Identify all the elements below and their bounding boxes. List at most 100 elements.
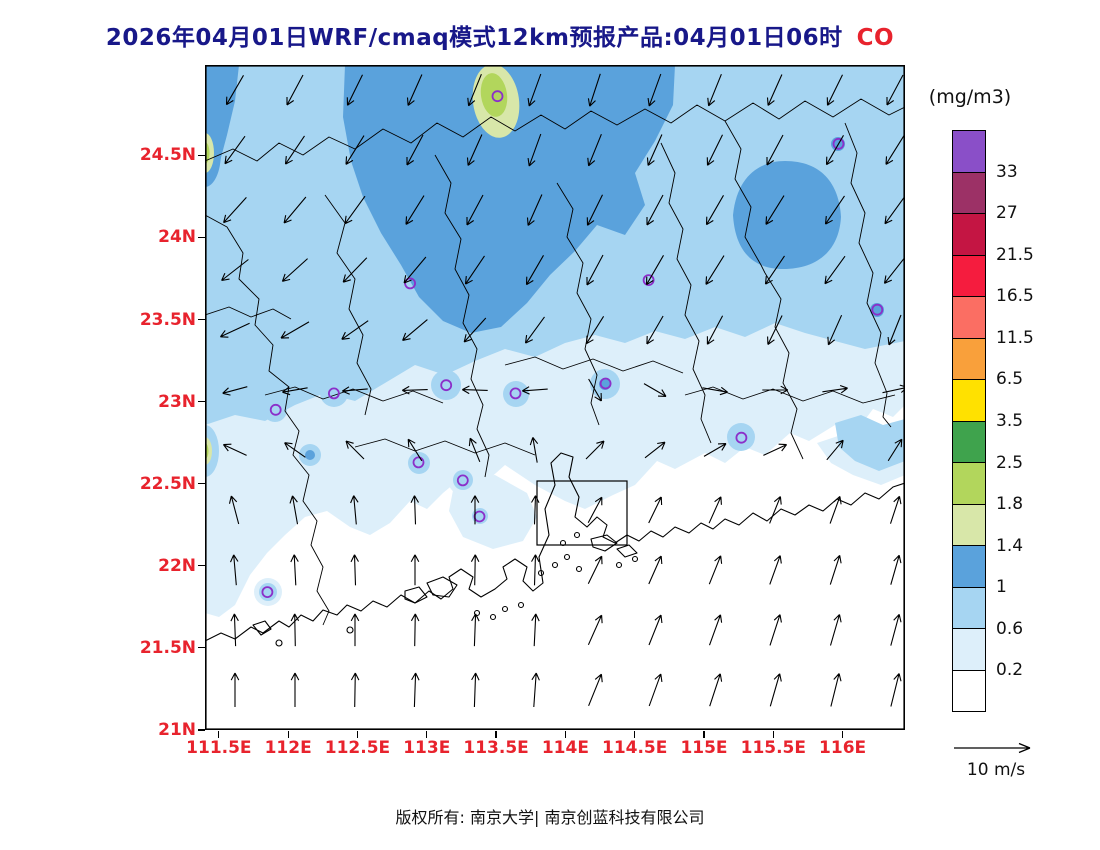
colorbar-level-label: 27 — [996, 203, 1018, 224]
coastline-shape — [551, 561, 559, 569]
co-fill-0p2-0p6-shape — [449, 475, 537, 549]
colorbar-level-label: 33 — [996, 161, 1018, 182]
wind-arrow-glyphs — [219, 73, 908, 768]
colorbar-segment — [952, 337, 986, 379]
co-fill-1-1p4-shape — [305, 450, 315, 460]
co-fill-1-1p4-shape — [733, 161, 841, 269]
colorbar-level-label: 6.5 — [996, 369, 1024, 390]
coastline-shape — [631, 555, 639, 563]
copyright-footer: 版权所有: 南京大学| 南京创蓝科技有限公司 — [395, 808, 705, 827]
city-marker — [404, 277, 417, 290]
coastline-shape — [501, 605, 509, 613]
co-fill-1p8-2p5-shape — [480, 73, 508, 117]
colorbar-segment — [952, 545, 986, 587]
lat-tick-label: 23N — [158, 391, 196, 412]
province-boundaries-shape — [204, 98, 906, 162]
city-marker — [491, 90, 504, 103]
colorbar — [952, 130, 986, 712]
lat-tick-label: 24.5N — [139, 145, 196, 166]
lon-tick-mark — [772, 731, 774, 738]
coastline-shape — [517, 601, 525, 609]
colorbar-level-label: 21.5 — [996, 244, 1034, 265]
lat-tick-label: 22N — [158, 555, 196, 576]
lat-tick-mark — [198, 318, 205, 321]
lon-tick-mark — [842, 731, 844, 738]
province-boundaries-shape — [660, 142, 712, 444]
colorbar-level-label: 2.5 — [996, 452, 1024, 473]
colorbar-level-label: 1.4 — [996, 535, 1024, 556]
colorbar-segment — [952, 296, 986, 338]
wind-reference-arrow — [954, 742, 1031, 754]
estuary-inset-box — [536, 480, 628, 546]
co-fill-0p6-1-shape — [503, 381, 529, 407]
coastline-shape — [252, 620, 272, 636]
lon-tick-mark — [495, 731, 497, 738]
city-marker — [327, 387, 340, 400]
province-boundaries-shape — [324, 194, 372, 416]
colorbar-segment — [952, 213, 986, 255]
lat-tick-label: 22.5N — [139, 473, 196, 494]
colorbar-level-label: 16.5 — [996, 286, 1034, 307]
province-boundaries-shape — [204, 214, 330, 626]
city-marker — [832, 137, 845, 150]
colorbar-segment — [952, 420, 986, 462]
colorbar-level-label: 3.5 — [996, 411, 1024, 431]
colorbar-segment — [952, 628, 986, 670]
city-marker — [642, 274, 655, 287]
lon-tick-label: 113E — [403, 738, 451, 758]
wind-vectors — [219, 73, 908, 768]
lon-tick-label: 112E — [264, 738, 312, 758]
lon-tick-mark — [634, 731, 636, 738]
province-boundaries-shape — [504, 356, 684, 374]
city-marker — [412, 456, 425, 469]
lon-tick-label: 114.5E — [601, 738, 668, 758]
colorbar-segment — [952, 669, 986, 712]
province-boundaries-shape — [434, 154, 490, 478]
city-marker — [456, 474, 469, 487]
lat-tick-mark — [198, 647, 205, 649]
lat-tick-mark — [198, 483, 205, 485]
province-boundaries-shape — [684, 386, 896, 404]
lon-tick-mark — [703, 731, 705, 738]
colorbar-segment — [952, 171, 986, 213]
coastline-shape — [426, 576, 458, 598]
co-fill-0p6-1-shape — [263, 398, 287, 422]
coastline-shape — [346, 626, 354, 634]
lon-tick-label: 114E — [541, 738, 589, 758]
lat-tick-mark — [198, 236, 205, 238]
coastline-shape — [616, 544, 638, 558]
city-marker — [261, 586, 274, 598]
pollutant-label: CO — [856, 25, 895, 51]
co-fill-0p6-1-shape — [408, 452, 430, 474]
coastline-shape — [575, 565, 583, 573]
map-border — [205, 65, 906, 731]
city-marker — [735, 431, 748, 444]
province-boundaries-shape — [724, 120, 766, 274]
lat-tick-mark — [198, 729, 205, 731]
lon-tick-mark — [218, 731, 220, 738]
colorbar-level-label: 0.2 — [996, 660, 1024, 681]
lon-tick-mark — [564, 731, 566, 738]
coastline-shape — [590, 534, 618, 552]
city-marker — [269, 403, 282, 416]
city-marker — [509, 387, 522, 400]
colorbar-segment — [952, 379, 986, 421]
colorbar-level-label: 1.8 — [996, 494, 1024, 515]
coastline-shape — [473, 609, 481, 617]
colorbar-segment — [952, 462, 986, 504]
lat-tick-label: 24N — [158, 227, 196, 248]
coastline-shape — [404, 586, 428, 604]
lat-tick-mark — [198, 565, 205, 567]
coastline-shape — [204, 452, 906, 642]
page-title: 2026年04月01日WRF/cmaq模式12km预报产品:04月01日06时 C… — [0, 18, 1000, 52]
lat-tick-label: 23.5N — [139, 309, 196, 330]
lat-tick-mark — [198, 401, 205, 403]
coastline — [204, 452, 906, 647]
colorbar-segment — [952, 586, 986, 628]
map-plot-area — [189, 64, 908, 768]
lat-tick-label: 21N — [158, 720, 196, 740]
colorbar-segment — [952, 254, 986, 296]
coastline-shape — [489, 613, 497, 621]
wind-reference-label: 10 m/s — [966, 760, 1026, 780]
colorbar-level-label: 11.5 — [996, 327, 1034, 348]
